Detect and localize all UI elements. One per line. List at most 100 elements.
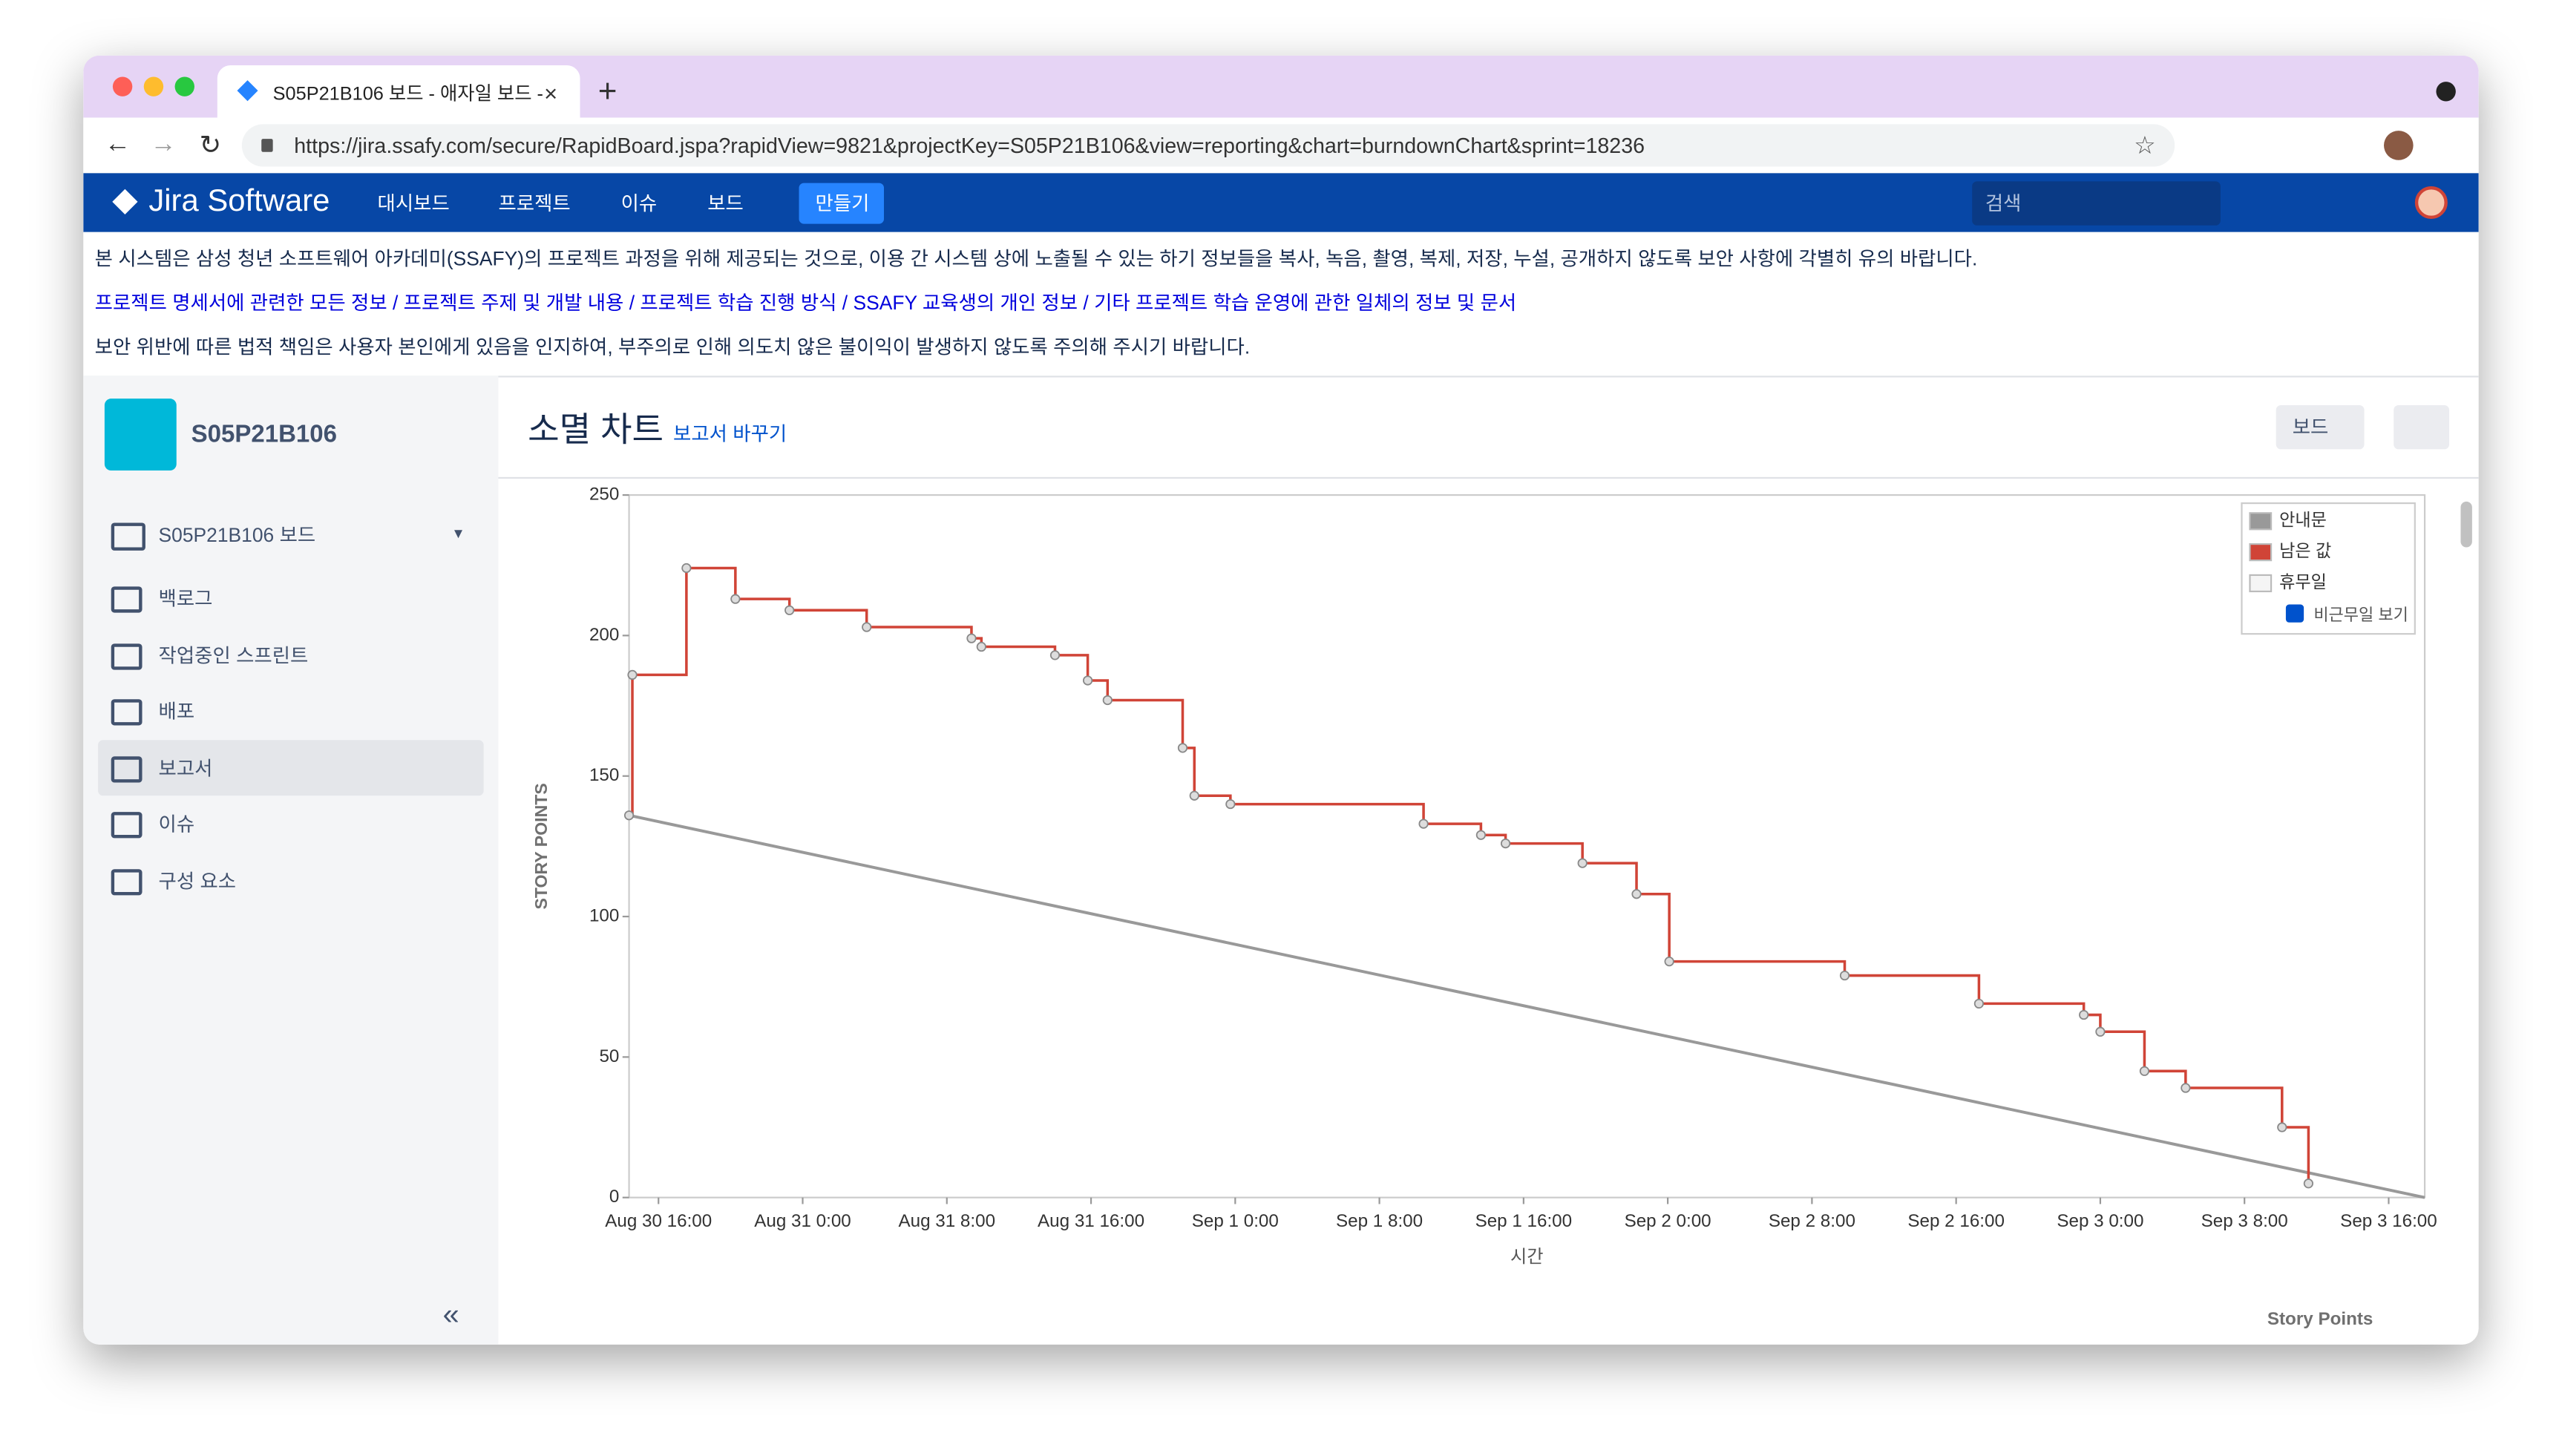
data-point <box>2139 1066 2150 1076</box>
board-button[interactable]: 보드 <box>2276 404 2365 450</box>
project-name: S05P21B106 <box>191 420 338 449</box>
legend-swatch <box>2249 512 2273 531</box>
data-point <box>1082 675 1093 686</box>
x-tick-label: Aug 31 16:00 <box>1038 1211 1144 1231</box>
x-tick-label: Aug 30 16:00 <box>605 1211 712 1231</box>
menu-item[interactable]: 이슈 <box>158 813 195 836</box>
divider <box>498 476 2479 479</box>
forward-button[interactable]: → <box>150 131 177 159</box>
x-axis-label: 시간 <box>1510 1247 1544 1268</box>
profile-avatar[interactable] <box>2383 131 2414 160</box>
chevron: ▾ <box>454 525 463 543</box>
x-tick-label: Sep 2 16:00 <box>1907 1211 2005 1231</box>
nav-item[interactable]: 프로젝트 <box>498 191 571 215</box>
data-point <box>784 605 795 615</box>
notice-link[interactable]: 프로젝트 명세서에 관련한 모든 정보 / 프로젝트 주제 및 개발 내용 / … <box>94 291 1517 315</box>
back-button[interactable]: ← <box>104 131 131 159</box>
notice-line: 본 시스템은 삼성 청년 소프트웨어 아카데미(SSAFY)의 프로젝트 과정을… <box>94 247 1978 271</box>
data-point <box>627 669 638 681</box>
menu-item[interactable]: 배포 <box>158 700 195 724</box>
create-label: 만들기 <box>815 191 870 215</box>
menu-icon <box>111 586 142 613</box>
x-tick-label: Aug 31 0:00 <box>754 1211 851 1231</box>
data-point <box>2303 1178 2314 1189</box>
menu-item[interactable]: 작업중인 스프린트 <box>158 643 309 667</box>
y-axis-label: STORY POINTS <box>531 783 551 909</box>
collapse-button[interactable]: « <box>442 1298 459 1331</box>
search-placeholder: 검색 <box>1985 191 2022 215</box>
menu-icon <box>111 643 142 669</box>
board-icon <box>111 522 145 551</box>
data-point <box>2181 1083 2191 1093</box>
close-button[interactable] <box>112 76 133 96</box>
x-tick-label: Aug 31 8:00 <box>899 1211 996 1231</box>
bookmark-star[interactable]: ☆ <box>2134 132 2156 160</box>
x-tick-label: Sep 3 0:00 <box>2057 1211 2143 1231</box>
data-point <box>1664 957 1674 967</box>
jira-logo[interactable]: Jira Software <box>148 184 330 220</box>
favicon <box>237 80 258 102</box>
tab[interactable]: S05P21B106 보드 - 애자일 보드 - × <box>217 65 580 118</box>
data-point <box>681 563 692 574</box>
data-point <box>2095 1026 2106 1037</box>
checkbox-label: 비근무일 보기 <box>2313 606 2408 624</box>
data-point <box>1500 838 1511 849</box>
x-tick-label: Sep 1 16:00 <box>1475 1211 1573 1231</box>
data-point <box>2079 1009 2089 1020</box>
new-tab[interactable]: + <box>597 74 617 111</box>
data-point <box>1049 650 1061 660</box>
address-bar: ← → ↻ https://jira.ssafy.com/secure/Rapi… <box>83 117 2479 175</box>
menu-item[interactable]: 보고서 <box>158 756 213 780</box>
menu-item[interactable]: 백로그 <box>158 587 213 611</box>
browser-window: S05P21B106 보드 - 애자일 보드 - × + ← → ↻ https… <box>83 55 2479 1345</box>
board-selector[interactable]: S05P21B106 보드 <box>158 523 316 547</box>
y-tick-label: 0 <box>609 1187 619 1207</box>
data-point <box>862 622 872 632</box>
board-button-label: 보드 <box>2292 416 2329 439</box>
data-point <box>1631 889 1642 899</box>
y-tick-label: 100 <box>589 905 619 925</box>
jira-logo-icon <box>112 188 138 215</box>
nav-item[interactable]: 이슈 <box>620 191 658 215</box>
x-tick-label: Sep 1 0:00 <box>1192 1211 1279 1231</box>
lock-icon <box>261 139 273 152</box>
data-point <box>1577 858 1588 868</box>
x-tick-label: Sep 1 8:00 <box>1336 1211 1423 1231</box>
divider <box>83 376 2479 378</box>
url-field[interactable]: https://jira.ssafy.com/secure/RapidBoard… <box>241 124 2175 167</box>
y-tick-label: 200 <box>589 625 619 645</box>
zoom-button[interactable] <box>174 76 194 96</box>
data-point <box>730 594 741 604</box>
data-point <box>966 633 977 643</box>
data-point <box>1839 970 1850 981</box>
nav-item[interactable]: 대시보드 <box>377 191 450 215</box>
switch-report[interactable]: 보고서 바꾸기 <box>673 422 787 445</box>
data-point <box>1973 998 1985 1009</box>
nav-item[interactable]: 보드 <box>707 191 744 215</box>
reload-button[interactable]: ↻ <box>199 132 222 160</box>
user-avatar[interactable] <box>2414 186 2448 220</box>
x-tick-label: Sep 3 16:00 <box>2340 1211 2437 1231</box>
tab-close[interactable]: × <box>544 79 558 107</box>
page-title: 소멸 차트 <box>528 411 664 450</box>
search-box[interactable]: 검색 <box>1972 181 2221 226</box>
checkbox[interactable] <box>2285 604 2304 623</box>
menu-icon <box>111 755 142 783</box>
data-point <box>1475 830 1486 840</box>
x-tick-label: Sep 2 8:00 <box>1769 1211 1855 1231</box>
menu-item[interactable]: 구성 요소 <box>158 870 237 893</box>
minimize-button[interactable] <box>143 76 164 96</box>
menu-icon <box>111 813 142 839</box>
tab-menu[interactable] <box>2436 82 2456 102</box>
data-point <box>1177 743 1188 753</box>
y-tick-label: 250 <box>589 484 619 504</box>
create-button[interactable]: 만들기 <box>799 183 885 224</box>
scrollbar[interactable] <box>2460 501 2472 548</box>
data-point <box>1102 695 1113 706</box>
fullscreen-button[interactable] <box>2394 404 2450 450</box>
menu-icon <box>111 869 142 896</box>
data-point <box>1189 790 1199 801</box>
